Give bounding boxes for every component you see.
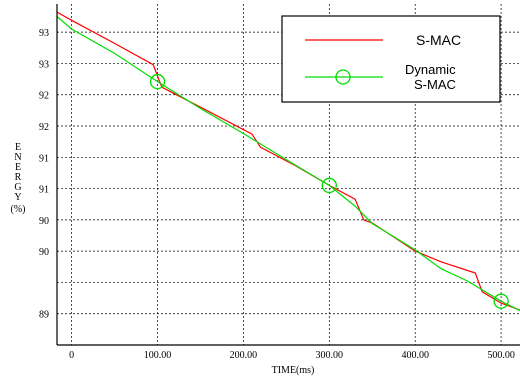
series-line-1 bbox=[56, 16, 520, 312]
y-axis-title-char: G bbox=[14, 182, 21, 193]
y-tick-label: 92 bbox=[39, 91, 49, 102]
tick-labels: 0 100.00 200.00 300.00 400.00 500.00 89 90 90 91 9… bbox=[39, 28, 515, 361]
y-axis-title-unit: (%) bbox=[11, 204, 26, 215]
x-tick-label: 500.00 bbox=[487, 350, 515, 361]
series-marker-1 bbox=[321, 177, 337, 194]
legend: S-MAC Dynamic S-MAC bbox=[281, 15, 501, 103]
y-axis-title-char: E bbox=[15, 142, 21, 153]
series-layer bbox=[56, 11, 520, 312]
series-marker-1 bbox=[493, 293, 509, 309]
y-tick-label: 93 bbox=[39, 28, 49, 39]
x-tick-label: 0 bbox=[69, 350, 74, 361]
x-tick-label: 300.00 bbox=[316, 350, 344, 361]
x-tick-label: 400.00 bbox=[401, 350, 429, 361]
x-tick-label: 200.00 bbox=[230, 350, 258, 361]
y-tick-label: 93 bbox=[39, 59, 49, 70]
legend-label-s-mac-line2: S-MAC bbox=[414, 77, 456, 92]
series-marker-1 bbox=[149, 73, 166, 90]
y-tick-label: 91 bbox=[39, 185, 49, 196]
y-tick-label: 92 bbox=[39, 122, 49, 133]
legend-label-s-mac: S-MAC bbox=[416, 32, 461, 48]
x-axis-title: TIME(ms) bbox=[272, 365, 315, 376]
y-axis-title-char: Y bbox=[14, 192, 21, 203]
y-axis-title-char: E bbox=[15, 162, 21, 173]
legend-marker-dynamic-s-mac bbox=[335, 69, 351, 85]
legend-label-dynamic: Dynamic bbox=[405, 62, 456, 77]
x-tick-label: 100.00 bbox=[144, 350, 172, 361]
y-tick-label: 91 bbox=[39, 153, 49, 164]
y-tick-label: 89 bbox=[39, 310, 49, 321]
y-tick-label: 90 bbox=[39, 247, 49, 258]
y-axis-title-char: R bbox=[15, 172, 22, 183]
legend-box bbox=[281, 15, 501, 103]
plot-frame bbox=[56, 4, 520, 346]
y-tick-label: 90 bbox=[39, 216, 49, 227]
y-axis-title-char: N bbox=[14, 152, 21, 163]
